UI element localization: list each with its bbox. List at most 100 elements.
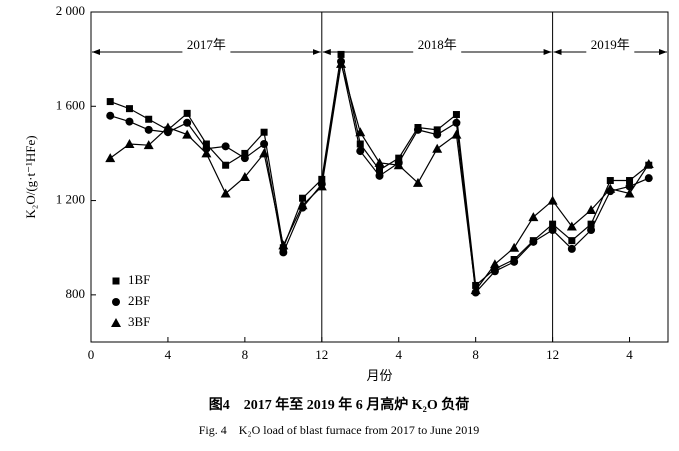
period-label-bg <box>586 43 635 61</box>
data-point <box>490 267 499 276</box>
data-point <box>568 237 576 245</box>
data-point <box>586 205 597 214</box>
data-point <box>356 147 365 156</box>
data-point <box>260 140 269 148</box>
data-point <box>489 259 500 269</box>
data-point <box>375 171 384 180</box>
legend-label: 2BF <box>128 293 150 308</box>
data-point <box>451 129 462 139</box>
data-point <box>547 195 558 205</box>
data-point <box>587 226 596 235</box>
data-point <box>393 160 404 170</box>
legend-label: 1BF <box>128 272 150 287</box>
data-point <box>374 157 385 167</box>
data-point <box>316 181 327 191</box>
data-point <box>220 188 231 198</box>
x-tick-label: 4 <box>626 347 633 362</box>
x-tick-label: 8 <box>472 347 479 362</box>
x-tick-label: 12 <box>546 347 559 362</box>
data-point <box>529 237 538 246</box>
data-point <box>605 183 616 193</box>
legend-marker <box>111 318 121 327</box>
plot-frame <box>90 11 669 343</box>
legend-marker <box>112 277 120 285</box>
data-point <box>106 111 115 120</box>
period-label: 2017年 <box>187 37 226 52</box>
data-point <box>337 50 345 58</box>
data-point <box>297 200 308 210</box>
data-point <box>567 244 576 253</box>
data-point <box>395 154 403 162</box>
data-point <box>162 122 173 132</box>
x-tick-label: 0 <box>88 347 95 362</box>
data-point <box>278 240 289 250</box>
data-point <box>626 177 634 185</box>
period-label: 2018年 <box>418 37 457 52</box>
data-point <box>356 140 364 148</box>
data-point <box>183 109 191 117</box>
data-point <box>587 220 595 228</box>
y-tick-label: 1 600 <box>56 97 85 112</box>
x-tick-label: 4 <box>395 347 402 362</box>
data-point <box>279 248 288 257</box>
data-point <box>433 126 441 134</box>
data-point <box>259 148 270 158</box>
y-tick-label: 800 <box>66 286 86 301</box>
data-point <box>452 111 460 119</box>
data-point <box>241 149 249 157</box>
data-point <box>548 226 557 235</box>
period-label-bg <box>413 43 462 61</box>
data-point <box>222 161 230 169</box>
data-point <box>144 125 153 134</box>
data-point <box>376 166 383 174</box>
period-label-bg <box>182 43 231 61</box>
y-axis-label: K₂O/(g·t⁻¹HFe) <box>23 135 38 218</box>
data-point <box>105 153 116 163</box>
data-point <box>183 118 192 127</box>
data-point <box>566 221 577 231</box>
data-point <box>145 115 153 123</box>
data-point <box>336 58 347 68</box>
data-point <box>355 127 366 137</box>
data-point <box>644 174 653 183</box>
data-point <box>202 140 210 148</box>
data-point <box>509 242 520 252</box>
data-point <box>412 177 423 187</box>
data-point <box>182 129 193 139</box>
data-point <box>201 148 212 158</box>
x-tick-label: 4 <box>165 347 172 362</box>
data-point <box>510 257 519 266</box>
data-point <box>239 172 250 181</box>
x-tick-label: 12 <box>315 347 328 362</box>
data-point <box>624 188 635 198</box>
data-point <box>318 175 326 183</box>
period-label: 2019年 <box>591 37 630 52</box>
data-point <box>124 139 135 148</box>
x-tick-label: 8 <box>242 347 249 362</box>
data-point <box>625 182 634 191</box>
caption-en: Fig. 4 K₂O load of blast furnace from 20… <box>199 423 479 437</box>
data-point <box>260 128 268 136</box>
y-tick-label: 2 000 <box>56 3 85 18</box>
data-point <box>125 105 133 113</box>
y-tick-label: 1 200 <box>56 192 85 207</box>
data-point <box>221 142 230 151</box>
caption-cn: 图4 2017 年至 2019 年 6 月高炉 K₂O 负荷 <box>209 396 469 413</box>
data-point <box>106 98 114 106</box>
data-point <box>549 220 557 228</box>
data-point <box>433 130 442 139</box>
legend-marker <box>112 298 120 306</box>
data-point <box>432 143 443 153</box>
data-point <box>606 177 614 185</box>
x-axis-label: 月份 <box>366 368 392 383</box>
data-point <box>413 125 422 134</box>
data-point <box>240 154 249 163</box>
data-point <box>643 159 654 169</box>
data-point <box>528 212 539 222</box>
data-point <box>299 194 307 202</box>
data-point <box>452 118 461 127</box>
legend-label: 3BF <box>128 314 150 329</box>
data-point <box>470 285 481 295</box>
data-point <box>125 117 134 126</box>
